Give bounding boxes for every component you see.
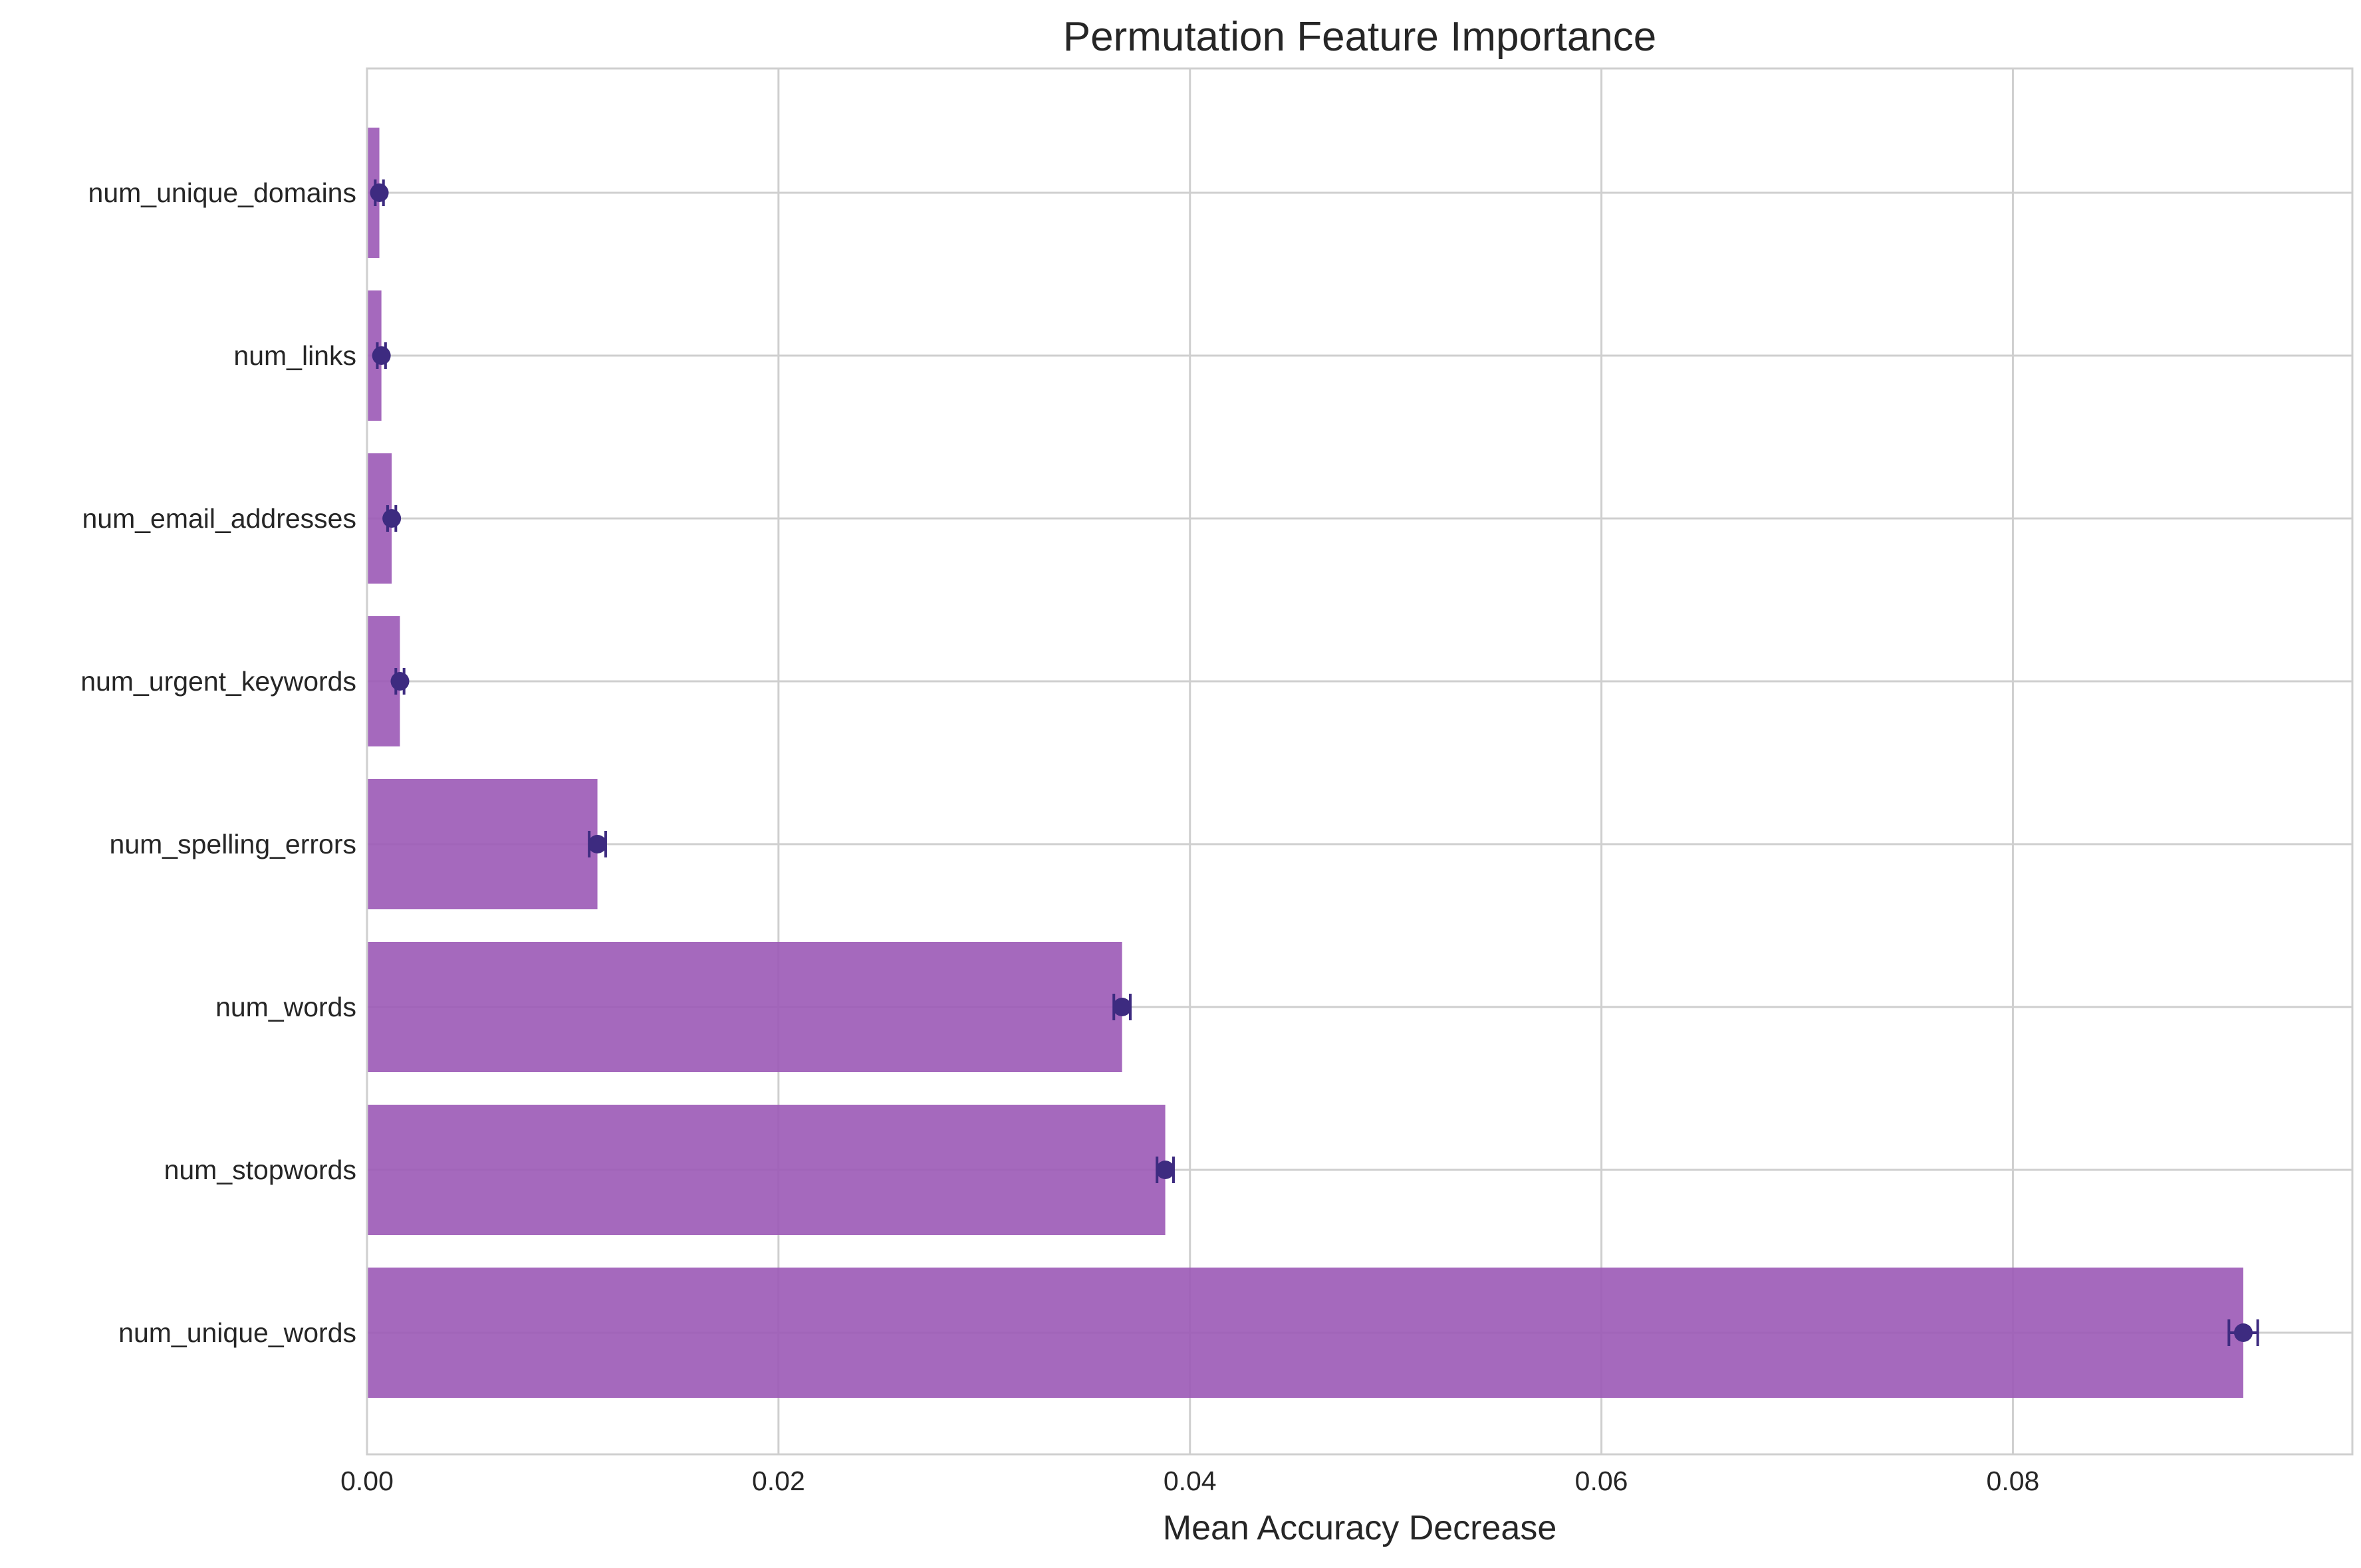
y-tick-label-num-words: num_words [215,992,356,1022]
y-tick-label-num-unique-words: num_unique_words [118,1317,356,1348]
y-tick-label-num-stopwords: num_stopwords [164,1155,356,1185]
y-tick-label-num-spelling-errors: num_spelling_errors [110,829,356,859]
mean-marker [588,835,607,853]
chart-title: Permutation Feature Importance [1063,14,1657,60]
y-tick-label-num-urgent-keywords: num_urgent_keywords [80,666,356,697]
error-bars [370,179,2259,1346]
mean-marker [390,672,410,691]
bar-num-unique-words [367,1268,2244,1398]
error-bar-num-stopwords [1156,1157,1175,1183]
bars [367,128,2244,1398]
bar-num-stopwords [367,1105,1166,1235]
x-tick-label: 0.02 [752,1466,805,1496]
x-tick-label: 0.04 [1164,1466,1217,1496]
bar-num-spelling-errors [367,779,598,909]
mean-marker [2234,1323,2253,1342]
mean-marker [370,183,389,202]
x-tick-label: 0.06 [1575,1466,1628,1496]
y-tick-labels: num_unique_words num_stopwords num_words nu… [80,177,356,1348]
x-tick-label: 0.08 [1987,1466,2040,1496]
mean-marker [1156,1161,1175,1179]
plot-frame [366,67,2354,1456]
error-bar-num-urgent-keywords [390,668,410,695]
error-bar-num-words [1112,994,1132,1020]
y-tick-label-num-email-addresses: num_email_addresses [82,503,356,534]
x-tick-labels: 0.00 0.02 0.04 0.06 0.08 [340,1466,2039,1496]
mean-marker [1112,998,1132,1016]
y-tick-label-num-links: num_links [233,340,356,371]
y-tick-label-num-unique-domains: num_unique_domains [88,177,356,208]
mean-marker [382,509,402,528]
bar-num-words [367,942,1122,1072]
error-bar-num-unique-domains [370,179,389,206]
error-bar-num-links [372,342,391,369]
error-bar-num-spelling-errors [588,831,607,857]
mean-marker [372,346,391,365]
x-axis-title: Mean Accuracy Decrease [1163,1509,1557,1547]
error-bar-num-email-addresses [382,505,402,532]
plot-frame-rect [366,67,2354,1456]
x-tick-label: 0.00 [340,1466,394,1496]
error-bar-num-unique-words [2227,1319,2259,1346]
